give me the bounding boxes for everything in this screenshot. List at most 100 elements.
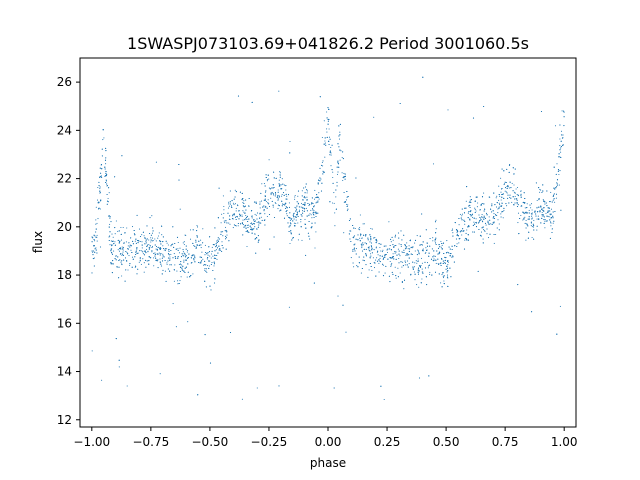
data-point [352,249,354,251]
data-point [338,146,340,148]
data-point [516,205,519,208]
data-point [279,210,281,212]
data-point [209,236,211,238]
data-point [263,199,265,201]
data-point [310,214,312,216]
data-point [177,257,179,259]
data-point [91,250,93,252]
data-point [91,272,93,274]
data-point [483,229,485,231]
data-point [554,201,556,203]
data-point [354,227,356,230]
data-point [394,234,397,236]
data-point [289,140,291,143]
data-point [228,222,230,224]
data-point [223,220,225,222]
plot-frame [79,57,577,428]
data-point [109,231,111,233]
data-point [368,246,370,248]
data-point [413,266,416,268]
data-point [390,238,392,240]
data-point [353,227,355,229]
data-point [544,220,546,222]
data-point [159,247,161,249]
data-point [418,286,420,288]
data-point [300,214,302,216]
data-point [139,240,141,243]
data-point [536,211,539,213]
data-point [139,258,141,260]
data-point [397,248,399,250]
data-point [204,260,206,262]
data-point [255,237,258,239]
data-point [198,240,200,242]
data-point [142,251,144,253]
data-point [434,271,437,273]
data-point [254,220,256,222]
data-point [531,209,533,211]
data-point [142,231,144,233]
data-point [100,200,102,202]
data-point [339,149,341,151]
data-point [211,246,213,248]
data-point [516,203,518,205]
data-point [465,207,467,209]
data-point [365,243,368,245]
data-point [359,240,361,242]
data-point [236,204,239,206]
data-point [244,212,246,214]
data-point [303,203,305,205]
x-tick-label: −1.00 [73,435,110,449]
data-point [329,150,331,152]
data-point [424,267,427,269]
data-point [547,215,549,217]
data-point [175,257,177,259]
data-point [128,242,130,244]
data-point [95,206,97,208]
data-point [112,263,114,265]
data-point [208,246,210,248]
data-point [277,199,279,201]
data-point [259,207,261,209]
data-point [517,195,519,197]
data-point [374,237,376,239]
data-point [155,259,157,262]
data-point [467,212,469,214]
data-point [98,181,100,183]
data-point [109,223,111,225]
data-point [297,239,299,241]
data-point [353,244,355,246]
data-point [143,235,145,237]
data-point [145,266,147,268]
data-point [558,153,560,155]
data-point [551,231,553,234]
data-point [398,250,400,252]
data-point [452,235,454,237]
data-point [169,258,171,260]
data-point [202,258,204,260]
data-point [458,242,460,244]
data-point [127,248,129,250]
data-point [217,217,219,219]
y-axis-label: flux [31,231,45,253]
data-point [411,253,414,256]
data-point [296,215,298,217]
data-point [524,211,526,214]
data-point [559,145,561,147]
data-point [385,265,387,267]
data-point [232,215,234,217]
data-point [357,234,359,236]
data-point [146,245,148,247]
data-point [93,239,95,241]
data-point [175,326,177,328]
data-point [108,187,110,189]
data-point [167,257,170,259]
data-point [121,155,123,157]
data-point [445,268,447,270]
data-point [517,222,519,224]
data-point [403,249,405,251]
data-point [293,213,295,215]
data-point [264,195,266,197]
data-point [424,252,426,255]
data-point [118,259,120,262]
